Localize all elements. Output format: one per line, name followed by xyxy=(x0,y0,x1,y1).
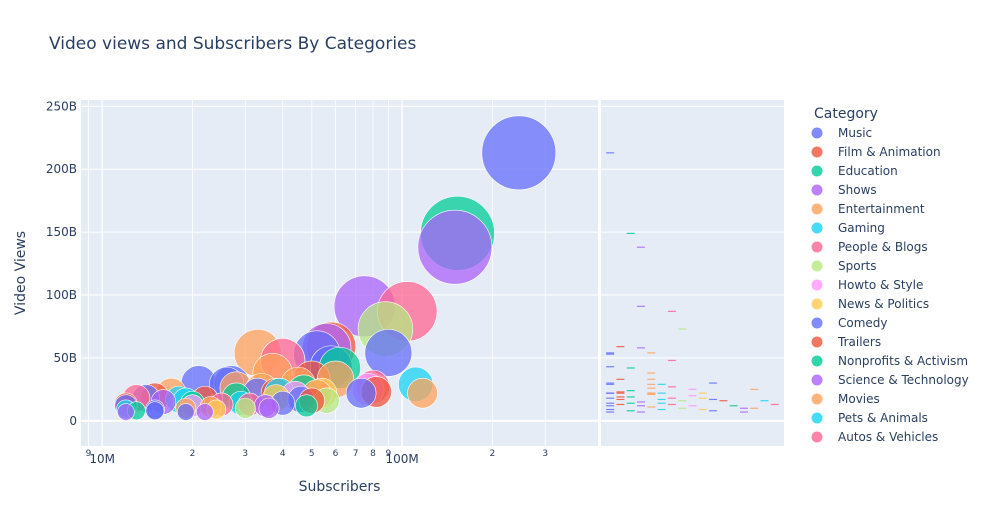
data-point[interactable] xyxy=(295,394,318,418)
legend-marker[interactable] xyxy=(811,260,823,272)
y-tick-label: 150B xyxy=(46,225,77,239)
x-tick-label: 3 xyxy=(242,449,248,459)
x-tick-label: 7 xyxy=(353,449,359,459)
legend-item-label[interactable]: Movies xyxy=(838,392,880,406)
legend-item-label[interactable]: Pets & Animals xyxy=(838,411,928,425)
y-tick-label: 0 xyxy=(69,414,77,428)
legend-item-label[interactable]: People & Blogs xyxy=(838,240,928,254)
data-point[interactable] xyxy=(364,329,413,377)
y-axis-title: Video Views xyxy=(13,231,29,315)
data-point[interactable] xyxy=(481,115,557,191)
chart-title: Video views and Subscribers By Categorie… xyxy=(49,34,417,54)
y-tick-label: 50B xyxy=(53,351,77,365)
rug-plot-area xyxy=(601,100,784,446)
x-tick-label: 10M xyxy=(89,452,115,466)
y-tick-label: 100B xyxy=(46,288,77,302)
data-point[interactable] xyxy=(177,403,195,421)
legend-item-label[interactable]: Autos & Vehicles xyxy=(838,430,938,444)
legend-item-label[interactable]: Howto & Style xyxy=(838,278,923,292)
legend-marker[interactable] xyxy=(811,298,823,310)
legend-item-label[interactable]: Comedy xyxy=(838,316,888,330)
x-tick-label: 9 xyxy=(86,449,92,459)
legend-marker[interactable] xyxy=(811,374,823,386)
x-tick-label: 4 xyxy=(280,449,286,459)
data-point[interactable] xyxy=(196,403,214,421)
legend-marker[interactable] xyxy=(811,165,823,177)
legend-marker[interactable] xyxy=(811,146,823,158)
legend-title: Category xyxy=(814,106,878,122)
legend-item-label[interactable]: Nonprofits & Activism xyxy=(838,354,968,368)
y-tick-label: 250B xyxy=(46,99,77,113)
data-point[interactable] xyxy=(234,397,256,419)
data-point[interactable] xyxy=(345,377,377,409)
x-tick-label: 2 xyxy=(490,449,496,459)
data-point[interactable] xyxy=(145,401,165,421)
legend-marker[interactable] xyxy=(811,222,823,234)
legend-marker[interactable] xyxy=(811,336,823,348)
x-tick-label: 5 xyxy=(309,449,315,459)
legend-item-label[interactable]: Sports xyxy=(838,259,876,273)
legend-marker[interactable] xyxy=(811,184,823,196)
legend-marker[interactable] xyxy=(811,431,823,443)
legend-marker[interactable] xyxy=(811,412,823,424)
legend-item-label[interactable]: Education xyxy=(838,164,898,178)
x-tick-label: 2 xyxy=(190,449,196,459)
legend-marker[interactable] xyxy=(811,355,823,367)
legend-marker[interactable] xyxy=(811,241,823,253)
x-tick-label: 3 xyxy=(542,449,548,459)
legend-marker[interactable] xyxy=(811,393,823,405)
legend-item-label[interactable]: Music xyxy=(838,126,872,140)
legend-marker[interactable] xyxy=(811,317,823,329)
y-tick-label: 200B xyxy=(46,162,77,176)
legend-marker[interactable] xyxy=(811,203,823,215)
x-tick-label: 9 xyxy=(385,449,391,459)
x-tick-label: 8 xyxy=(370,449,376,459)
data-point[interactable] xyxy=(117,403,135,421)
legend-item-label[interactable]: Gaming xyxy=(838,221,885,235)
x-tick-label: 6 xyxy=(333,449,339,459)
legend-item-label[interactable]: Film & Animation xyxy=(838,145,941,159)
data-point[interactable] xyxy=(407,377,438,409)
legend-item-label[interactable]: Entertainment xyxy=(838,202,925,216)
legend-marker[interactable] xyxy=(811,127,823,139)
x-tick-label: 100M xyxy=(385,452,418,466)
data-point[interactable] xyxy=(417,209,493,285)
legend-item-label[interactable]: Trailers xyxy=(837,335,881,349)
legend-item-label[interactable]: Science & Technology xyxy=(838,373,969,387)
legend-item-label[interactable]: News & Politics xyxy=(838,297,929,311)
x-axis-title: Subscribers xyxy=(299,479,381,495)
legend-marker[interactable] xyxy=(811,279,823,291)
legend-item-label[interactable]: Shows xyxy=(838,183,877,197)
data-point[interactable] xyxy=(258,397,280,419)
